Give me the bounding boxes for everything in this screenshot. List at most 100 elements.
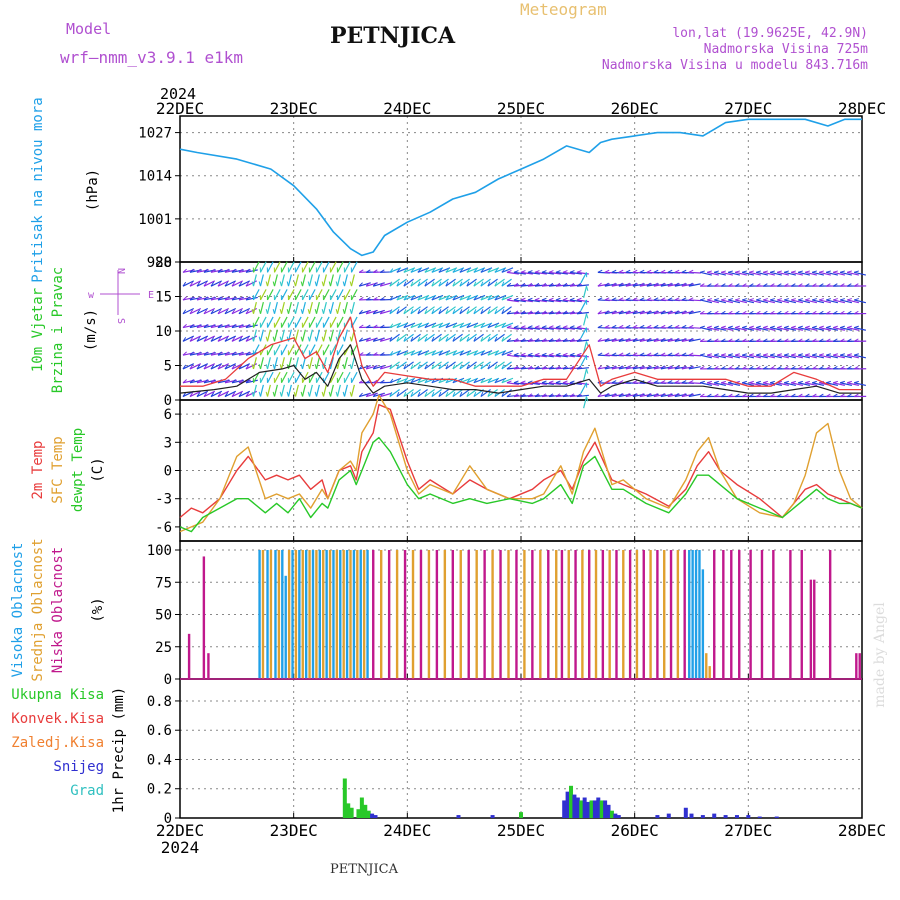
wind-arrow <box>506 367 519 370</box>
wind-arrow <box>203 307 216 315</box>
wind-arrow-head <box>480 364 484 370</box>
wind-arrow-head <box>513 282 519 287</box>
y-tick-label: 1001 <box>138 212 172 228</box>
wind-arrow-head <box>396 378 401 384</box>
wind-arrow <box>417 333 428 342</box>
wind-arrow-head <box>667 337 672 342</box>
wind-arrow-head <box>452 391 456 397</box>
wind-arrow-head <box>372 269 378 273</box>
wind-arrow <box>548 326 561 330</box>
wind-arrow-head <box>756 325 761 329</box>
wind-arrow-head <box>501 364 505 370</box>
wind-arrow <box>452 333 463 342</box>
wind-arrow <box>749 271 762 276</box>
wind-arrow-head <box>667 269 673 273</box>
wind-arrow-head <box>611 337 616 342</box>
wind-arrow <box>714 382 727 387</box>
wind-arrow-head <box>459 323 464 328</box>
wind-arrow <box>756 354 769 359</box>
wind-arrow-head <box>832 338 838 342</box>
wind-arrow-head <box>520 352 526 356</box>
wind-arrow-head <box>196 323 201 328</box>
wind-arrow-head <box>307 336 310 342</box>
wind-arrow-head <box>688 310 693 315</box>
precip-bar <box>490 815 495 818</box>
wind-arrow <box>569 367 582 370</box>
wind-arrow-head <box>365 352 371 356</box>
wind-arrow-head <box>372 392 377 397</box>
wind-arrow-head <box>203 379 208 384</box>
wind-arrow <box>252 261 260 273</box>
wind-arrow-head <box>660 337 665 342</box>
wind-arrow-head <box>417 364 421 370</box>
wind-arrow-head <box>245 379 250 384</box>
wind-arrow <box>548 354 561 358</box>
wind-arrow <box>410 377 423 384</box>
wind-arrow-head <box>625 393 630 397</box>
wind-arrow-head <box>342 281 345 287</box>
wind-arrow-head <box>735 325 740 329</box>
cloud-bar <box>531 550 534 679</box>
wind-arrow <box>380 365 392 370</box>
wind-arrow <box>431 278 442 287</box>
cloud-bar <box>547 550 550 679</box>
y-tick-label: -3 <box>155 492 172 508</box>
wind-arrow-head <box>438 295 443 301</box>
wind-arrow <box>487 306 498 315</box>
wind-arrow <box>224 280 237 287</box>
wind-arrow-head <box>611 282 616 287</box>
x-tick-label-top: 25DEC <box>497 99 545 118</box>
wind-arrow-head <box>314 308 317 314</box>
wind-arrow <box>688 338 701 342</box>
wind-arrow-head <box>625 365 630 370</box>
y-tick-label: 20 <box>155 255 172 271</box>
wind-arrow-head <box>389 351 394 356</box>
wind-arrow-head <box>501 378 506 384</box>
wind-arrow-head <box>625 352 631 356</box>
wind-arrow <box>266 371 274 384</box>
cloud-bar <box>628 550 632 679</box>
wind-arrow <box>308 384 313 397</box>
wind-arrow-head <box>210 309 215 315</box>
wind-arrow-head <box>653 393 658 397</box>
wind-arrow <box>224 335 237 342</box>
wind-arrow-head <box>438 364 442 370</box>
wind-arrow-head <box>473 391 477 397</box>
wind-arrow <box>742 382 755 387</box>
wind-arrow-head <box>707 353 712 356</box>
wind-arrow-head <box>527 270 533 273</box>
cloud-bar <box>284 575 287 679</box>
wind-arrow-head <box>688 324 694 328</box>
wind-arrow-head <box>632 324 638 328</box>
wind-arrow <box>728 326 741 331</box>
wind-arrow-head <box>182 268 187 273</box>
y-tick-label: -6 <box>155 520 172 536</box>
wind-arrow <box>438 322 451 329</box>
wind-arrow-head <box>597 365 602 370</box>
y-tick-label: 5 <box>164 359 172 375</box>
wind-arrow-head <box>681 393 686 397</box>
wind-arrow-head <box>534 270 540 273</box>
wind-arrow <box>688 299 701 302</box>
cloud-bar <box>694 550 698 679</box>
wind-arrow-head <box>258 336 261 342</box>
wind-arrow-head <box>445 364 449 370</box>
wind-arrow-head <box>791 270 796 273</box>
wind-arrow <box>819 326 832 331</box>
wind-arrow-head <box>403 391 407 397</box>
wind-arrow <box>431 306 442 315</box>
wind-arrow-head <box>203 268 208 273</box>
wind-arrow-head <box>452 268 457 273</box>
y-tick-label: 10 <box>155 324 172 340</box>
wind-arrow-head <box>534 393 540 397</box>
wind-arrow-head <box>667 352 673 356</box>
wind-arrow-head <box>700 325 705 329</box>
wind-arrow-head <box>245 351 250 356</box>
wind-arrow <box>389 361 400 370</box>
x-tick-label-bottom: 28DEC <box>838 821 886 840</box>
wind-arrow-head <box>699 338 705 342</box>
wind-arrow-head <box>721 325 726 329</box>
wind-arrow-head <box>826 270 831 273</box>
wind-arrow <box>396 377 409 384</box>
